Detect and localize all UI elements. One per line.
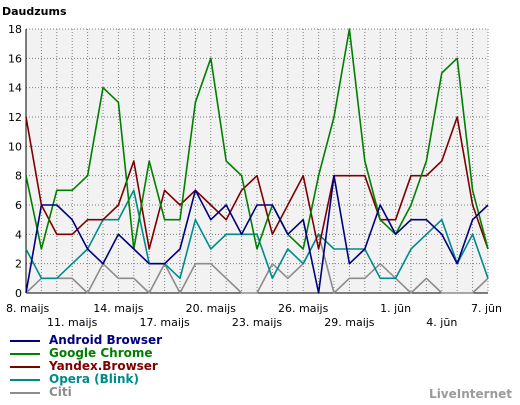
- x-tick-label: 11. maijs: [47, 316, 98, 329]
- legend-label: Google Chrome: [49, 346, 153, 360]
- series-line-2: [25, 116, 489, 250]
- y-tick-label: 6: [15, 199, 22, 212]
- x-tick-label: 23. maijs: [232, 316, 283, 329]
- y-tick-label: 10: [8, 140, 22, 153]
- legend-item: Citi: [10, 386, 162, 399]
- x-tick-label: 20. maijs: [186, 302, 237, 315]
- y-tick-label: 8: [15, 170, 22, 183]
- x-tick-labels: 8. maijs 14. maijs 20. maijs 26. maijs 1. jū…: [6, 302, 502, 329]
- series-line-1: [25, 28, 489, 250]
- x-tick-label: 1. jūn: [380, 302, 411, 315]
- line-chart: Daudzums 0 2 4 6 8 10 12 14 16 18 8. maijs 14. mai…: [2, 5, 502, 329]
- x-tick-label: 29. maijs: [324, 316, 375, 329]
- legend-label: Opera (Blink): [49, 372, 139, 386]
- legend-swatch: [10, 352, 40, 355]
- legend-label: Yandex.Browser: [49, 359, 158, 373]
- legend-item: Yandex.Browser: [10, 360, 162, 373]
- legend-item: Opera (Blink): [10, 373, 162, 386]
- x-tick-label: 26. maijs: [278, 302, 329, 315]
- x-tick-label: 17. maijs: [139, 316, 190, 329]
- credit-label: LiveInternet: [429, 387, 512, 401]
- legend-swatch: [10, 339, 40, 342]
- y-tick-label: 2: [15, 258, 22, 271]
- legend: Android Browser Google Chrome Yandex.Brows…: [10, 334, 162, 399]
- legend-swatch: [10, 391, 40, 394]
- y-axis-title: Daudzums: [2, 5, 67, 18]
- y-tick-labels: 0 2 4 6 8 10 12 14 16 18: [8, 23, 22, 300]
- y-tick-label: 14: [8, 82, 22, 95]
- legend-label: Citi: [49, 385, 72, 399]
- legend-item: Android Browser: [10, 334, 162, 347]
- legend-swatch: [10, 365, 40, 368]
- y-tick-label: 4: [15, 228, 22, 241]
- x-tick-label: 8. maijs: [6, 302, 50, 315]
- x-tick-label: 14. maijs: [93, 302, 144, 315]
- series-lines: [25, 28, 489, 294]
- legend-swatch: [10, 378, 40, 381]
- legend-label: Android Browser: [49, 333, 163, 347]
- series-line-0: [25, 174, 489, 294]
- x-tick-label: 4. jūn: [426, 316, 457, 329]
- y-tick-label: 16: [8, 52, 22, 65]
- x-tick-label: 7. jūn: [471, 302, 502, 315]
- legend-item: Google Chrome: [10, 347, 162, 360]
- y-tick-label: 18: [8, 23, 22, 36]
- y-tick-label: 0: [15, 287, 22, 300]
- y-tick-label: 12: [8, 111, 22, 124]
